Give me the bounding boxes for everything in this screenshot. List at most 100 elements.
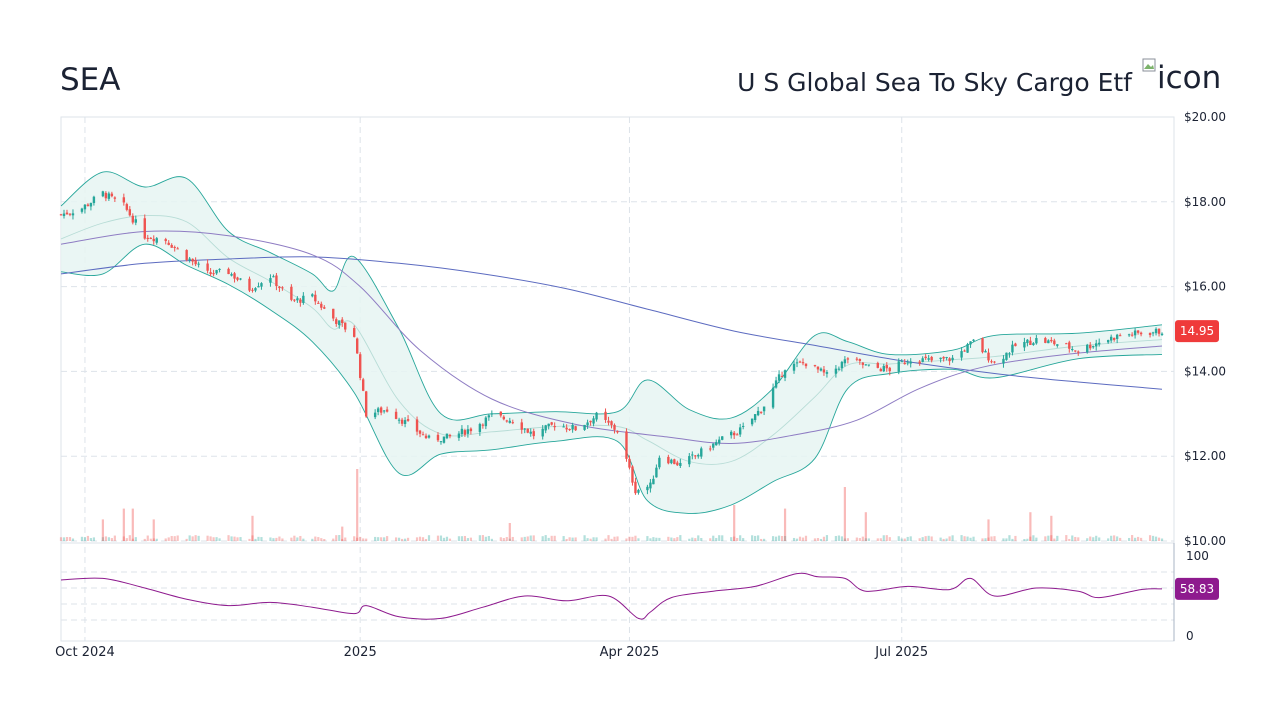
candle-body (338, 320, 341, 326)
candle-body (1050, 339, 1053, 342)
volume-bar (152, 538, 155, 541)
volume-bar (1053, 538, 1056, 541)
volume-bar (254, 538, 257, 541)
candle-body (236, 277, 239, 280)
volume-bar (739, 535, 742, 541)
candle-body (436, 434, 440, 441)
candle-body (945, 357, 948, 359)
volume-bar (424, 538, 428, 541)
volume-bar (948, 536, 951, 541)
volume-bar (792, 537, 796, 541)
volume-bar (1151, 535, 1155, 541)
volume-bar (332, 538, 335, 541)
candle-body (595, 412, 598, 420)
icon-alt-text: icon (1157, 60, 1222, 96)
volume-spike-bar (131, 508, 134, 541)
volume-bar (320, 538, 323, 541)
volume-bars (59, 469, 1164, 541)
volume-bar (170, 535, 173, 541)
volume-bar (583, 535, 586, 541)
volume-bar (861, 536, 864, 541)
candle-body (568, 429, 571, 431)
candle-body (290, 286, 293, 300)
rsi-line (60, 572, 1163, 620)
candle-body (816, 366, 820, 370)
volume-bar (191, 536, 194, 541)
candle-body (358, 354, 362, 378)
volume-bar (421, 537, 425, 541)
candle-body (149, 237, 152, 239)
volume-bar (709, 538, 712, 541)
broken-image-icon: icon (1142, 58, 1222, 98)
candle-body (667, 456, 670, 464)
volume-spike-bar (783, 508, 787, 541)
rsi-axis-tick-label: 100 (1186, 549, 1209, 563)
volume-bar (1056, 535, 1059, 541)
candle-body (424, 435, 428, 439)
volume-bar (754, 535, 757, 541)
volume-bar (1092, 537, 1095, 541)
candle-body (1115, 334, 1119, 339)
candle-body (65, 212, 69, 215)
volume-spike-bar (152, 519, 155, 541)
candle-body (526, 428, 529, 433)
candle-body (293, 299, 296, 301)
volume-bar (260, 537, 263, 541)
candle-body (735, 434, 739, 436)
volume-bar (230, 536, 233, 541)
bollinger-upper-line (60, 171, 1163, 421)
volume-bar (335, 535, 338, 541)
volume-bar (667, 536, 670, 541)
volume-bar (757, 535, 760, 541)
volume-bar (783, 535, 787, 541)
volume-bar (101, 537, 104, 541)
candle-body (427, 435, 431, 438)
candle-body (942, 356, 945, 359)
volume-bar (604, 538, 607, 541)
candle-body (921, 358, 924, 362)
candle-body (861, 362, 865, 365)
candle-body (110, 193, 114, 197)
volume-bar (990, 536, 993, 541)
candle-body (616, 430, 619, 433)
volume-bar (1110, 535, 1113, 541)
candle-body (993, 361, 996, 363)
candle-body (1130, 334, 1134, 336)
volume-bar (110, 538, 113, 541)
volume-bar (502, 538, 505, 541)
candle-body (230, 274, 233, 276)
volume-bar (834, 535, 838, 541)
candle-body (876, 362, 879, 368)
volume-bar (62, 537, 66, 541)
volume-bar (921, 537, 924, 541)
candle-body (511, 422, 514, 424)
candle-body (679, 462, 682, 466)
volume-bar (122, 536, 125, 541)
volume-bar (846, 538, 849, 541)
volume-bar (906, 536, 909, 541)
volume-bar (562, 536, 565, 541)
candle-body (987, 352, 990, 361)
volume-bar (822, 536, 826, 541)
candle-body (885, 365, 888, 369)
volume-bar (457, 536, 461, 541)
volume-bar (1119, 537, 1122, 541)
candle-body (819, 368, 823, 371)
candle-body (403, 420, 407, 424)
candle-body (344, 322, 347, 330)
candle-body (1092, 346, 1095, 348)
volume-bar (760, 538, 763, 541)
chart-frame (60, 116, 1175, 642)
volume-bar (712, 535, 715, 541)
volume-bar (1029, 536, 1032, 541)
candle-body (439, 441, 443, 443)
candle-body (185, 250, 188, 261)
candle-body (463, 430, 467, 435)
candle-body (302, 295, 305, 303)
candle-body (460, 428, 464, 435)
candle-body (792, 363, 796, 371)
candle-body (837, 368, 841, 370)
volume-bar (383, 537, 386, 541)
volume-bar (1136, 536, 1140, 541)
candle-body (753, 414, 757, 421)
